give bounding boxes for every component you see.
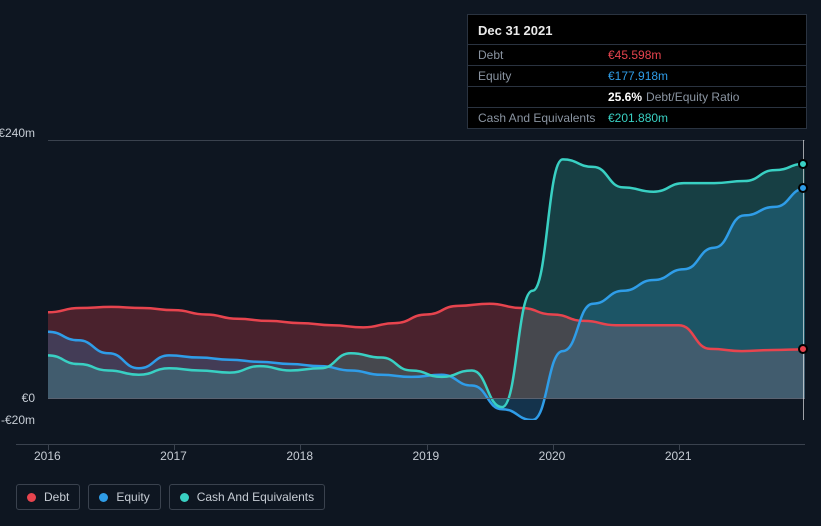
- tooltip: Dec 31 2021 Debt €45.598m Equity €177.91…: [467, 14, 807, 129]
- legend-label: Cash And Equivalents: [197, 490, 314, 504]
- tooltip-date: Dec 31 2021: [468, 19, 806, 44]
- tooltip-row-equity: Equity €177.918m: [468, 65, 806, 86]
- tooltip-ratio-value: 25.6%: [608, 90, 642, 104]
- tooltip-ratio-label: Debt/Equity Ratio: [646, 90, 739, 104]
- x-tick-label: 2018: [286, 449, 313, 463]
- tooltip-row-cash: Cash And Equivalents €201.880m: [468, 107, 806, 128]
- tooltip-label-empty: [478, 90, 608, 104]
- x-tick-label: 2016: [34, 449, 61, 463]
- tooltip-value-equity: €177.918m: [608, 69, 668, 83]
- tooltip-value-debt: €45.598m: [608, 48, 661, 62]
- chart-svg: [48, 140, 805, 420]
- tooltip-row-debt: Debt €45.598m: [468, 44, 806, 65]
- legend-dot-cash: [180, 493, 189, 502]
- x-tick-label: 2019: [413, 449, 440, 463]
- x-tick-label: 2020: [539, 449, 566, 463]
- plot-area[interactable]: [48, 140, 805, 420]
- y-tick-label-zero: €0: [22, 391, 35, 405]
- y-tick-label-min: -€20m: [1, 413, 35, 427]
- tooltip-label: Debt: [478, 48, 608, 62]
- chart-root: Dec 31 2021 Debt €45.598m Equity €177.91…: [0, 0, 821, 526]
- legend: Debt Equity Cash And Equivalents: [16, 484, 325, 510]
- legend-item-cash[interactable]: Cash And Equivalents: [169, 484, 325, 510]
- y-tick-label-max: €240m: [0, 126, 35, 140]
- end-marker-debt: [798, 344, 808, 354]
- zero-line: [48, 398, 805, 399]
- tooltip-label: Equity: [478, 69, 608, 83]
- legend-label: Debt: [44, 490, 69, 504]
- cursor-line: [803, 140, 804, 420]
- x-axis-line: [16, 444, 805, 445]
- x-tick-label: 2021: [665, 449, 692, 463]
- x-tick-label: 2017: [160, 449, 187, 463]
- legend-label: Equity: [116, 490, 149, 504]
- end-marker-equity: [798, 183, 808, 193]
- end-marker-cash: [798, 159, 808, 169]
- legend-item-debt[interactable]: Debt: [16, 484, 80, 510]
- legend-item-equity[interactable]: Equity: [88, 484, 160, 510]
- tooltip-label: Cash And Equivalents: [478, 111, 608, 125]
- legend-dot-equity: [99, 493, 108, 502]
- tooltip-value-cash: €201.880m: [608, 111, 668, 125]
- legend-dot-debt: [27, 493, 36, 502]
- tooltip-row-ratio: 25.6% Debt/Equity Ratio: [468, 86, 806, 107]
